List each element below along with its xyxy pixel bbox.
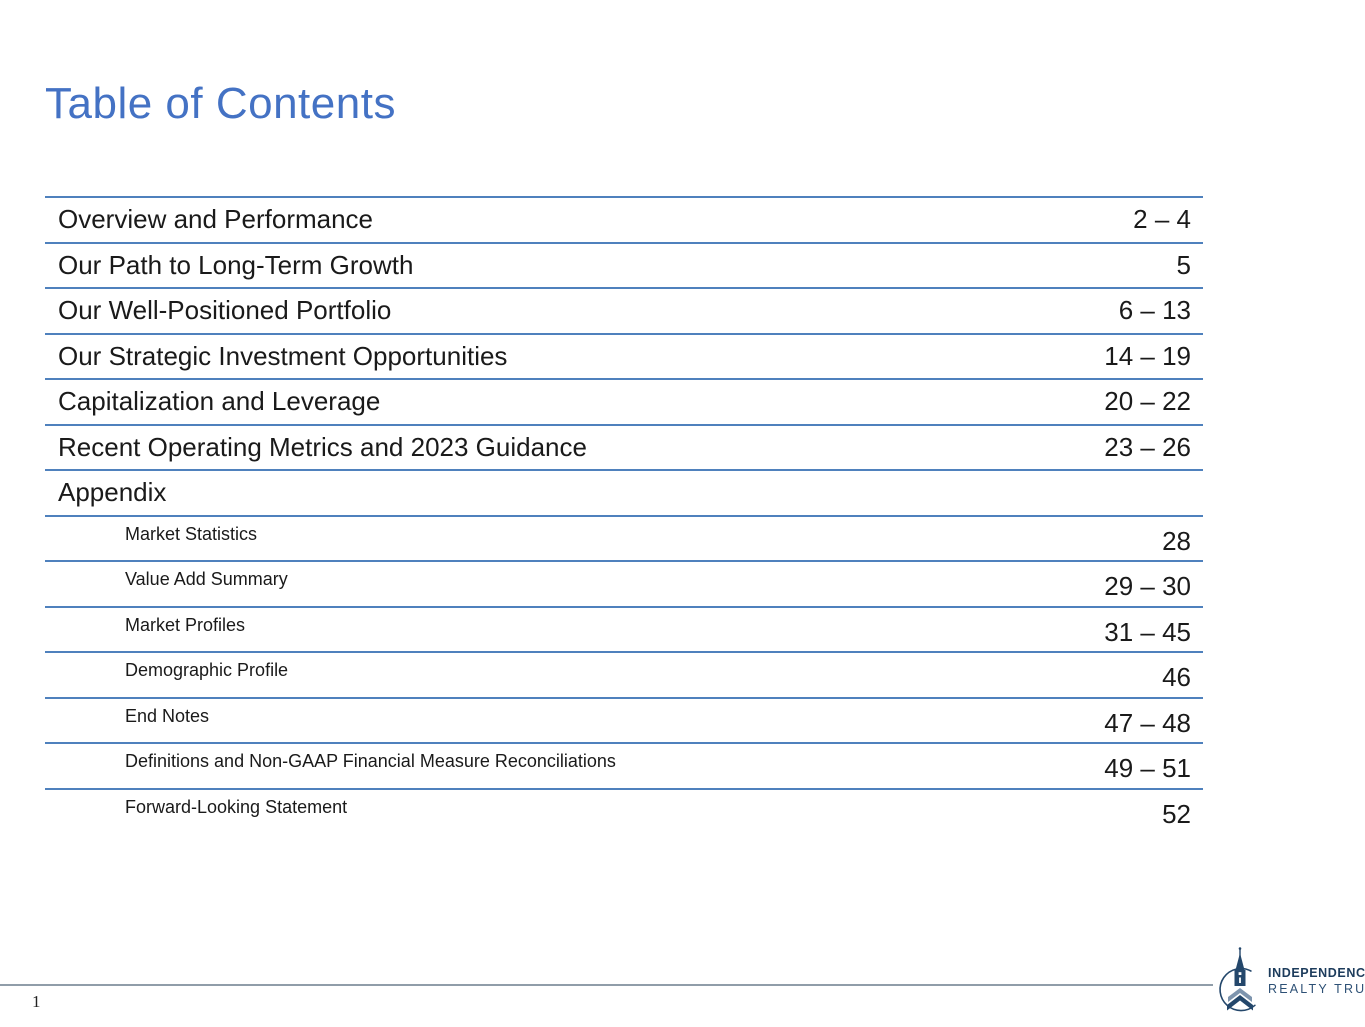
toc-row: Recent Operating Metrics and 2023 Guidan… bbox=[45, 423, 1203, 470]
toc-row-label: Our Strategic Investment Opportunities bbox=[58, 340, 508, 371]
toc-table: Overview and Performance 2 – 4 Our Path … bbox=[45, 196, 1203, 833]
toc-row-pages: 52 bbox=[1162, 798, 1191, 829]
toc-row-pages: 28 bbox=[1162, 525, 1191, 556]
toc-row: Forward-Looking Statement 52 bbox=[45, 787, 1203, 834]
toc-row-pages: 6 – 13 bbox=[1118, 295, 1191, 326]
toc-row: End Notes 47 – 48 bbox=[45, 696, 1203, 743]
toc-row-pages: 20 – 22 bbox=[1104, 386, 1191, 417]
toc-row: Market Profiles 31 – 45 bbox=[45, 605, 1203, 652]
toc-row: Our Strategic Investment Opportunities 1… bbox=[45, 332, 1203, 379]
toc-row-label: Overview and Performance bbox=[58, 204, 374, 235]
toc-row-pages: 47 – 48 bbox=[1104, 707, 1191, 738]
logo-text: INDEPENDENCE REALTY TRUST bbox=[1268, 966, 1365, 996]
toc-row-pages: 29 – 30 bbox=[1104, 571, 1191, 602]
toc-row-label: Appendix bbox=[58, 477, 167, 508]
logo-line2: REALTY TRUST bbox=[1268, 982, 1365, 996]
toc-row-label: Demographic Profile bbox=[125, 660, 289, 681]
page-number: 1 bbox=[32, 992, 41, 1011]
logo-line1: INDEPENDENCE bbox=[1268, 966, 1365, 980]
toc-row-label: Recent Operating Metrics and 2023 Guidan… bbox=[58, 431, 587, 462]
toc-row-label: Our Well-Positioned Portfolio bbox=[58, 295, 392, 326]
toc-row: Our Well-Positioned Portfolio 6 – 13 bbox=[45, 287, 1203, 333]
toc-row-label: Value Add Summary bbox=[125, 569, 288, 590]
toc-row-pages: 31 – 45 bbox=[1104, 616, 1191, 647]
independence-hall-tower-icon bbox=[1219, 947, 1256, 1012]
toc-row: Value Add Summary 29 – 30 bbox=[45, 560, 1203, 606]
toc-row: Capitalization and Leverage 20 – 22 bbox=[45, 378, 1203, 424]
toc-row-label: End Notes bbox=[125, 705, 210, 726]
toc-row-pages: 14 – 19 bbox=[1104, 340, 1191, 371]
toc-row-label: Market Profiles bbox=[125, 614, 246, 635]
toc-row: Appendix bbox=[45, 469, 1203, 515]
toc-row-pages: 46 bbox=[1162, 662, 1191, 693]
toc-row-pages: 5 bbox=[1176, 249, 1191, 280]
independence-realty-trust-logo: INDEPENDENCE REALTY TRUST bbox=[1216, 944, 1365, 1022]
toc-row-label: Definitions and Non-GAAP Financial Measu… bbox=[125, 751, 616, 772]
toc-row: Our Path to Long-Term Growth 5 bbox=[45, 241, 1203, 288]
toc-row: Definitions and Non-GAAP Financial Measu… bbox=[45, 742, 1203, 788]
toc-row-label: Capitalization and Leverage bbox=[58, 386, 381, 417]
toc-row: Overview and Performance 2 – 4 bbox=[45, 196, 1203, 242]
footer-divider bbox=[0, 984, 1213, 986]
toc-row: Market Statistics 28 bbox=[45, 514, 1203, 561]
toc-row-label: Our Path to Long-Term Growth bbox=[58, 249, 414, 280]
toc-row-label: Market Statistics bbox=[125, 523, 258, 544]
toc-row: Demographic Profile 46 bbox=[45, 651, 1203, 697]
toc-row-pages: 23 – 26 bbox=[1104, 431, 1191, 462]
toc-row-pages: 2 – 4 bbox=[1133, 204, 1191, 235]
toc-row-label: Forward-Looking Statement bbox=[125, 796, 348, 817]
toc-row-pages: 49 – 51 bbox=[1104, 753, 1191, 784]
page-title: Table of Contents bbox=[45, 79, 396, 129]
